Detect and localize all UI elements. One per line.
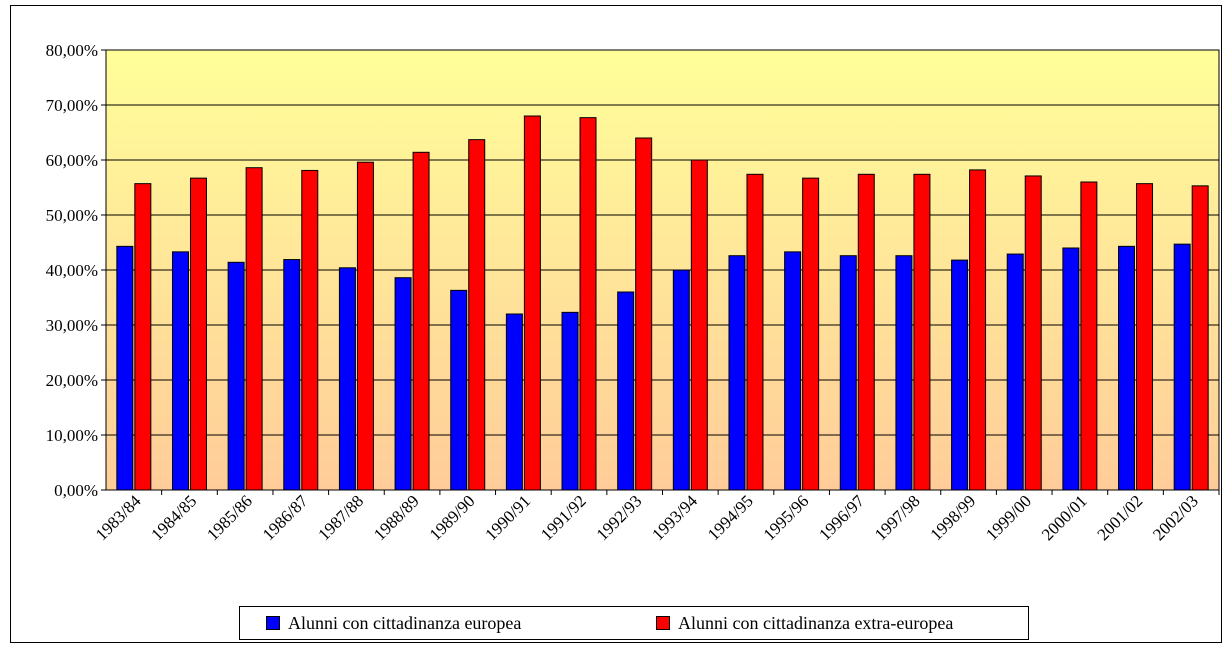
bar-extra-europea xyxy=(1136,183,1154,491)
bar-europea xyxy=(561,311,579,491)
x-tick-label: 1994/95 xyxy=(704,491,757,544)
y-tick-label: 40,00% xyxy=(46,261,98,280)
y-tick-label: 30,00% xyxy=(46,316,98,335)
bar-europea xyxy=(1062,247,1080,491)
x-tick-label: 1986/87 xyxy=(259,491,312,544)
bar-extra-europea xyxy=(1024,175,1042,491)
bar-chart: 0,00% 10,00% 20,00% 30,00% 40,00% 50,00% 60,00… xyxy=(46,41,1220,544)
bar-europea xyxy=(338,267,356,491)
x-tick-label: 1999/00 xyxy=(982,491,1035,544)
bar-extra-europea xyxy=(1191,185,1209,491)
y-tick-label: 10,00% xyxy=(46,426,98,445)
x-tick-label: 1987/88 xyxy=(314,491,367,544)
x-tick-label: 1992/93 xyxy=(593,491,646,544)
legend-label-europea: Alunni con cittadinanza europea xyxy=(288,612,522,633)
x-tick-label: 1990/91 xyxy=(481,491,534,544)
bar-europea xyxy=(728,255,746,491)
bar-europea xyxy=(394,277,412,491)
bar-europea xyxy=(283,259,301,491)
x-tick-label: 2002/03 xyxy=(1149,491,1202,544)
bar-europea xyxy=(895,255,913,491)
bar-extra-europea xyxy=(857,173,875,491)
x-tick-label: 1996/97 xyxy=(815,491,868,544)
bar-europea xyxy=(1173,243,1191,491)
bar-europea xyxy=(951,259,969,491)
x-tick-label: 2000/01 xyxy=(1038,491,1091,544)
bar-europea xyxy=(839,255,857,491)
bar-extra-europea xyxy=(412,151,430,491)
bar-extra-europea xyxy=(189,177,207,491)
legend-item-europea: Alunni con cittadinanza europea xyxy=(266,613,521,634)
bar-extra-europea xyxy=(802,177,820,491)
x-tick-label: 1985/86 xyxy=(203,491,256,544)
bar-europea xyxy=(1118,245,1136,491)
bar-extra-europea xyxy=(913,173,931,491)
bar-europea xyxy=(672,269,690,491)
bar-europea xyxy=(505,313,523,491)
x-tick-label: 1997/98 xyxy=(871,491,924,544)
bar-europea xyxy=(450,289,468,491)
bar-extra-europea xyxy=(468,139,486,491)
y-tick-label: 70,00% xyxy=(46,96,98,115)
legend-label-extra-europea: Alunni con cittadinanza extra-europea xyxy=(678,612,954,633)
x-tick-label: 1995/96 xyxy=(760,491,813,544)
bar-extra-europea xyxy=(523,115,541,491)
x-tick-label: 1989/90 xyxy=(426,491,479,544)
chart-frame: 0,00% 10,00% 20,00% 30,00% 40,00% 50,00% 60,00… xyxy=(10,5,1222,643)
bar-europea xyxy=(784,251,802,491)
bar-extra-europea xyxy=(690,159,708,491)
bar-europea xyxy=(1006,253,1024,491)
bar-extra-europea xyxy=(635,137,653,491)
bar-extra-europea xyxy=(245,167,263,491)
x-tick-label: 1988/89 xyxy=(370,491,423,544)
bar-europea xyxy=(227,261,245,491)
x-tick-label: 1983/84 xyxy=(92,491,145,544)
x-tick-label: 1991/92 xyxy=(537,491,590,544)
x-tick-label: 2001/02 xyxy=(1094,491,1147,544)
bar-extra-europea xyxy=(301,169,319,491)
bar-extra-europea xyxy=(1080,181,1098,491)
bar-extra-europea xyxy=(356,161,374,491)
bar-extra-europea xyxy=(746,173,764,491)
legend: Alunni con cittadinanza europea Alunni c… xyxy=(239,606,1029,640)
y-tick-label: 0,00% xyxy=(54,481,98,500)
bar-extra-europea xyxy=(579,117,597,491)
bar-europea xyxy=(116,245,134,491)
legend-swatch-extra-europea xyxy=(656,616,670,630)
y-tick-label: 20,00% xyxy=(46,371,98,390)
bar-extra-europea xyxy=(134,183,152,491)
legend-swatch-europea xyxy=(266,616,280,630)
bar-europea xyxy=(171,251,189,491)
legend-item-extra-europea: Alunni con cittadinanza extra-europea xyxy=(656,613,953,634)
y-tick-label: 80,00% xyxy=(46,41,98,60)
x-tick-label: 1993/94 xyxy=(648,491,701,544)
bar-europea xyxy=(617,291,635,491)
x-tick-label: 1998/99 xyxy=(927,491,980,544)
y-tick-label: 50,00% xyxy=(46,206,98,225)
y-tick-label: 60,00% xyxy=(46,151,98,170)
x-tick-label: 1984/85 xyxy=(147,491,200,544)
bar-extra-europea xyxy=(969,169,987,491)
